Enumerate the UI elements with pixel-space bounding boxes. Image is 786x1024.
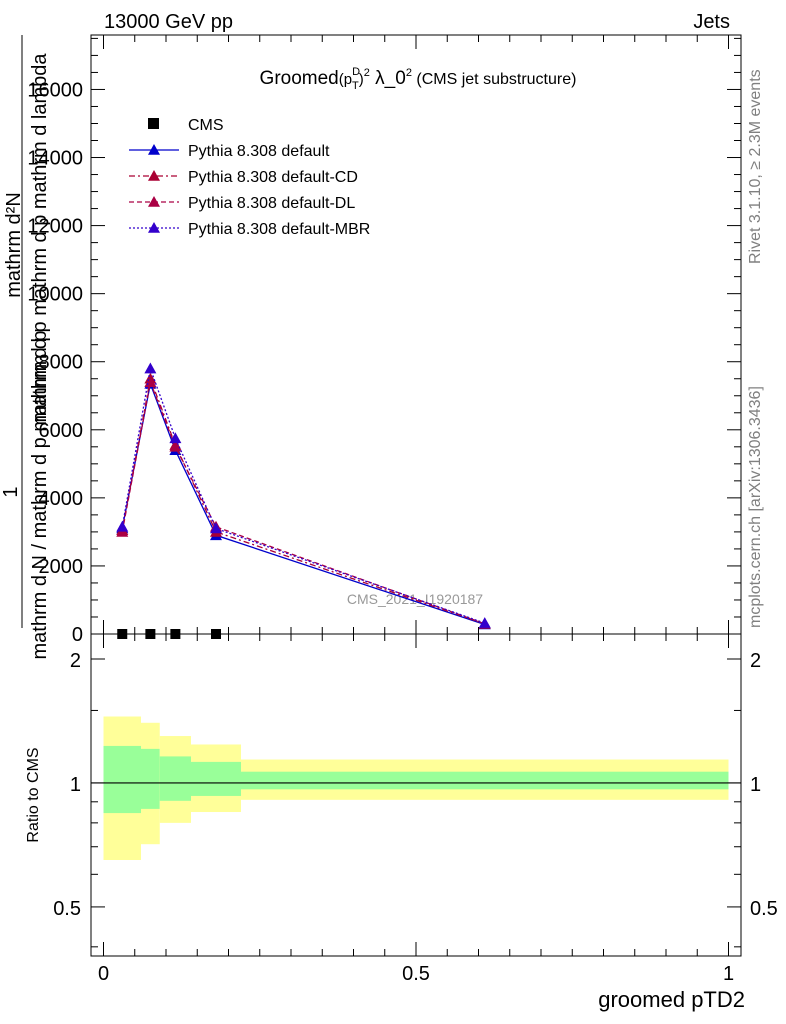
series-line [121,366,485,624]
series-line [121,379,485,625]
ratio-x-tick-label: 0.5 [402,963,430,985]
main-y-tick-label: 8000 [39,352,84,374]
series-point [210,522,222,534]
legend-label: Pythia 8.308 default-CD [188,169,358,186]
main-y-tick-label: 6000 [39,420,84,442]
main-y-tick-label: 10000 [27,284,83,306]
x-axis-label: groomed pTD2 [598,987,745,1012]
legend: CMS Pythia 8.308 default Pythia 8.308 defa… [129,117,370,238]
main-title: Groomed(pD T)2 λ_02 (CMS jet substructure… [260,66,577,92]
legend-marker [148,222,160,233]
y-label-line-4: mathrm d N / mathrm d p mathrm d p [29,331,51,660]
series-line [121,376,485,625]
legend-marker [148,196,160,207]
ratio-inner-band [141,748,160,809]
ratio-y-axis: 0.5 0.5 1 1 2 2 [53,650,778,948]
legend-label: Pythia 8.308 default [188,143,330,160]
ratio-bands-layer [91,716,741,860]
mcplots-label: mcplots.cern.ch [arXiv:1306.3436] [747,386,764,628]
ratio-x-axis: 0 0.5 1 [98,634,734,985]
ratio-panel: 0.5 0.51 12 2 0 0.5 1 Ratio to CMS groomed pT… [25,633,778,1012]
ratio-y-axis-label: Ratio to CMS [25,747,42,842]
y-label-line-2: mathrm d p mathrm d p mathrm d lambda [29,53,51,423]
main-panel: 0 2000 4000 6000 8000 10000 12000 14000 16000 Gr… [0,34,742,659]
series-4 [116,362,491,628]
ratio-y-tick-label-right: 2 [750,650,761,672]
ratio-y-tick-label: 2 [70,650,81,672]
ratio-x-tick-label: 1 [723,963,734,985]
legend-marker [148,170,160,181]
rivet-version-label: Rivet 3.1.10, ≥ 2.3M events [747,69,764,264]
main-y-tick-label: 12000 [27,216,83,238]
main-x-axis [103,35,729,634]
series-line [121,381,485,626]
ratio-y-tick-label-right: 1 [750,774,761,796]
series-point [169,432,182,444]
legend-label: Pythia 8.308 default-MBR [188,221,370,238]
header-right-label: Jets [693,11,730,33]
series-point [169,440,182,452]
ratio-inner-band [103,745,141,814]
legend-marker [148,144,160,155]
y-label-line-1: mathrm d²N [3,192,25,298]
ratio-inner-band [159,756,191,801]
ratio-x-tick-label: 0 [98,963,109,985]
ratio-frame [90,633,742,957]
header-left-label: 13000 GeV pp [104,11,233,33]
series-point [116,520,129,532]
ratio-y-tick-label: 0.5 [53,898,81,920]
y-label-line-3: 1 [0,486,22,497]
ratio-inner-band [191,761,241,796]
legend-label: Pythia 8.308 default-DL [188,195,355,212]
legend-label: CMS [188,117,224,134]
main-y-tick-label: 16000 [27,79,83,101]
series-point [478,617,491,628]
series-point [144,362,157,374]
ratio-y-tick-label-right: 0.5 [750,898,778,920]
main-y-axis: 0 2000 4000 6000 8000 10000 12000 14000 16000 [27,37,741,646]
ratio-y-tick-label: 1 [70,774,81,796]
main-y-tick-label: 2000 [39,556,84,578]
main-y-axis-label: mathrm d²N mathrm d p mathrm d p mathrm … [0,35,51,659]
ratio-inner-band [241,771,729,790]
main-y-tick-label: 4000 [39,488,84,510]
main-y-tick-label: 0 [72,624,83,646]
main-y-tick-label: 14000 [27,148,83,170]
legend-marker-cms [148,118,159,129]
